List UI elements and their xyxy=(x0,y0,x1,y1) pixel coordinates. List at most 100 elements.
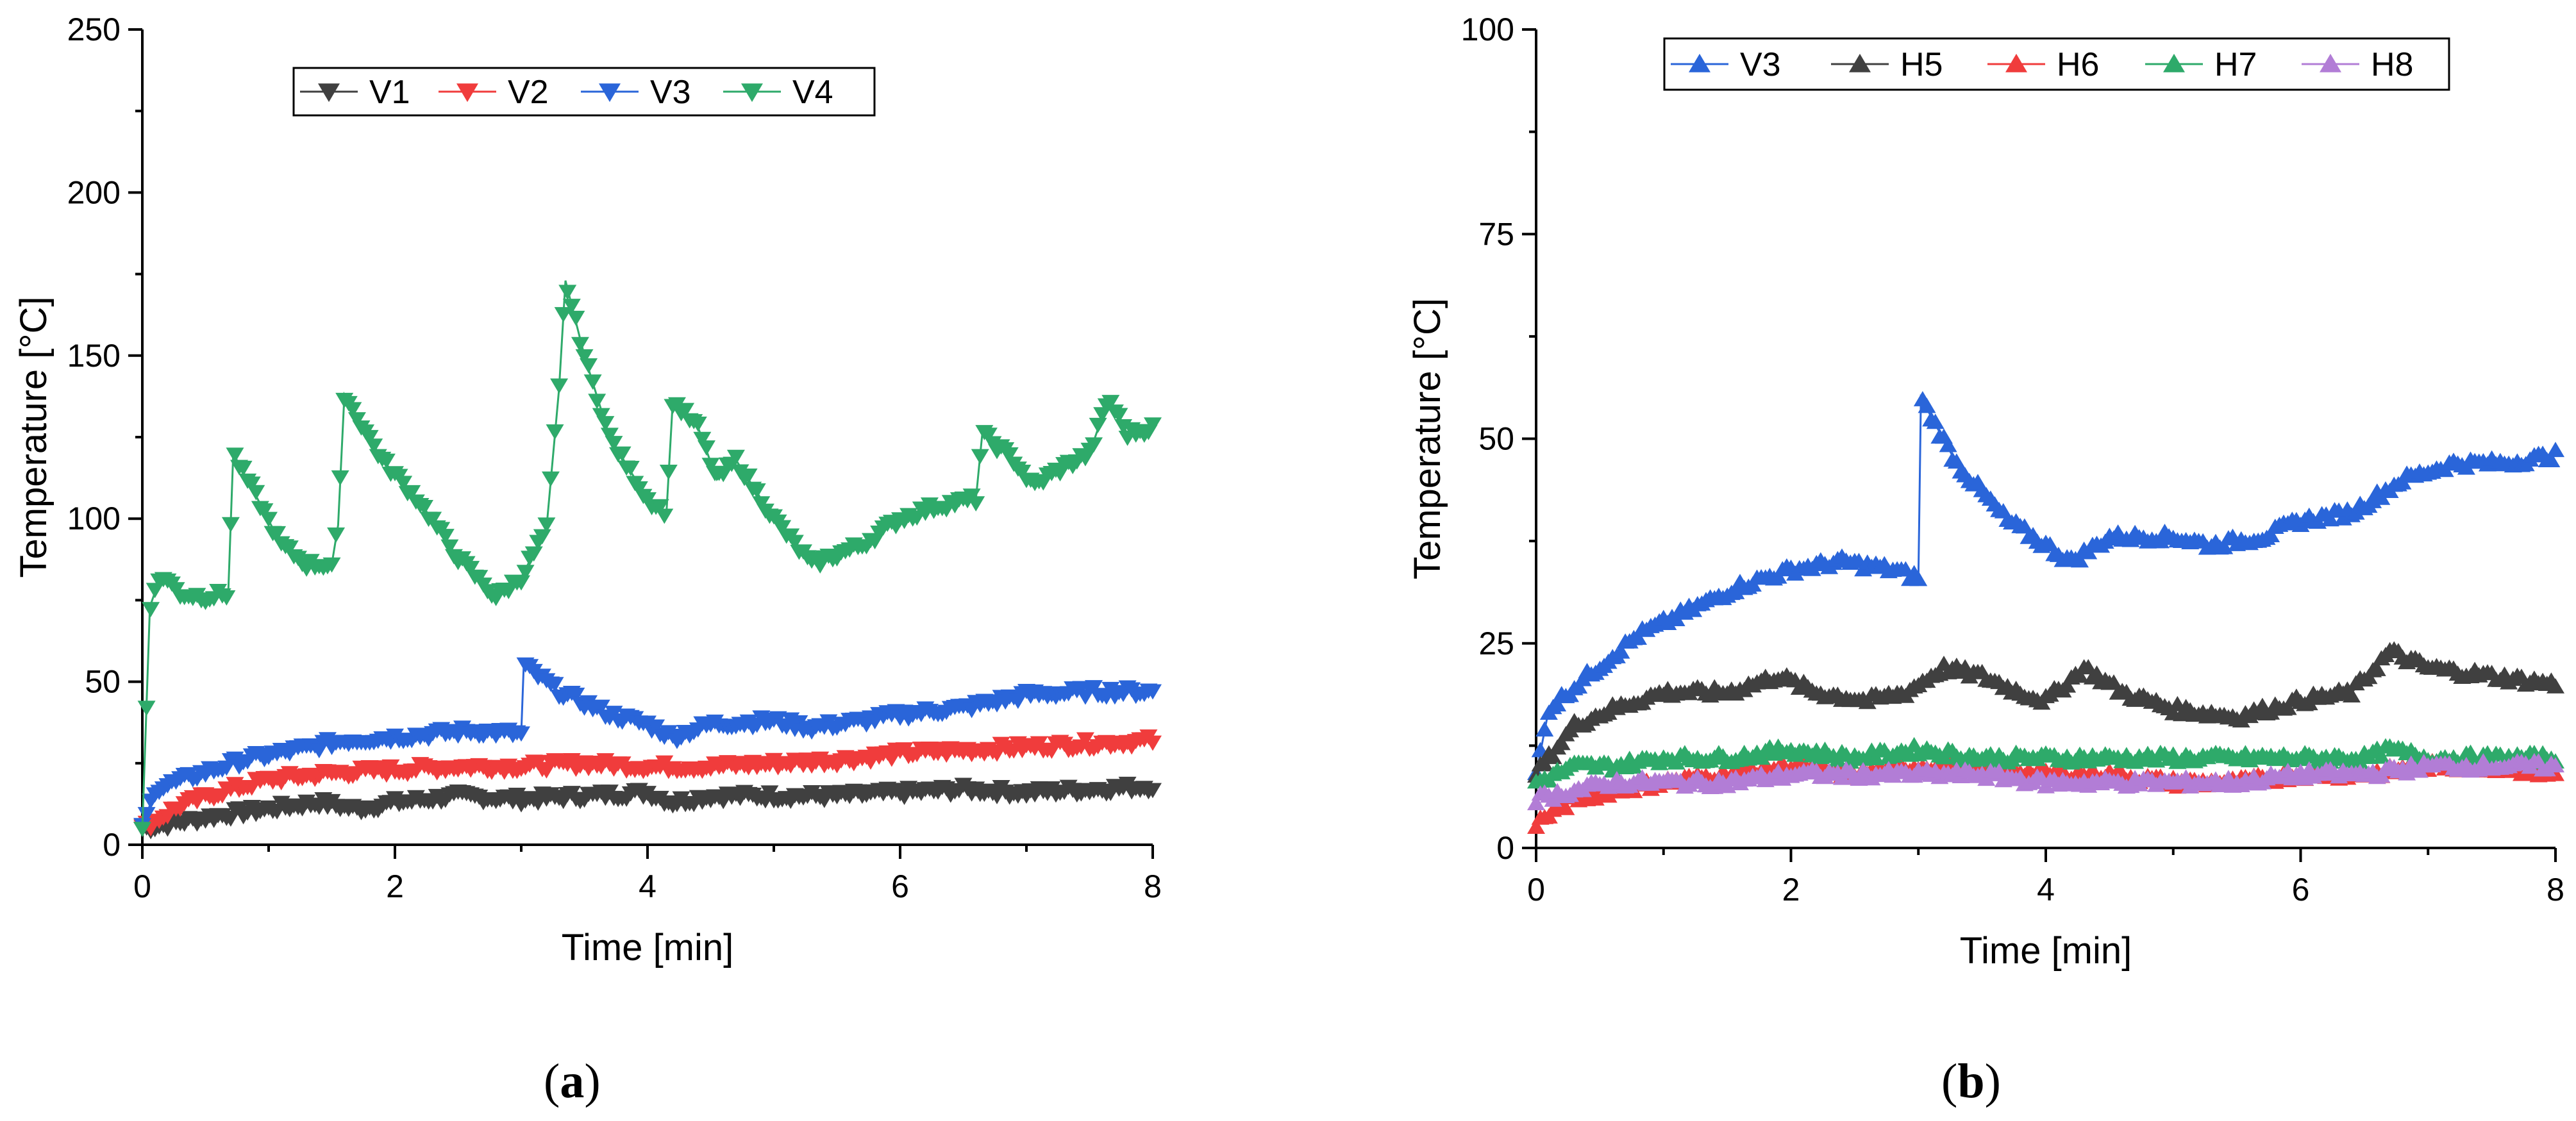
data-point xyxy=(667,397,686,413)
data-point xyxy=(1552,735,1571,751)
data-point xyxy=(1909,570,1928,586)
data-point xyxy=(360,429,379,445)
data-point xyxy=(1667,611,1685,626)
data-point xyxy=(550,378,569,394)
data-point xyxy=(655,508,674,524)
data-point xyxy=(137,701,156,717)
data-point xyxy=(785,535,804,551)
data-point xyxy=(583,374,602,390)
data-point xyxy=(221,517,240,533)
legend: V3 H5 H6 H7 H8 xyxy=(1663,37,2450,91)
data-point xyxy=(255,503,274,519)
y-tick-label: 25 xyxy=(1478,626,1514,661)
data-point xyxy=(2547,678,2564,693)
data-point xyxy=(365,438,383,454)
x-axis-title: Time [min] xyxy=(562,927,734,968)
data-point xyxy=(2262,527,2280,542)
data-point xyxy=(676,403,695,419)
legend-marker xyxy=(318,83,340,103)
x-tick-label: 0 xyxy=(133,868,151,904)
data-point xyxy=(226,447,244,463)
data-point xyxy=(537,517,556,533)
data-point xyxy=(580,358,598,374)
series-V4 xyxy=(133,280,1162,838)
y-tick-label: 0 xyxy=(103,827,121,863)
legend-marker xyxy=(456,83,478,103)
data-point xyxy=(1629,629,1647,645)
data-point xyxy=(567,687,585,703)
legend-label: H6 xyxy=(2057,46,2099,83)
data-point xyxy=(347,412,366,428)
data-point xyxy=(2321,511,2339,527)
series-V2 xyxy=(133,729,1162,837)
series-H7 xyxy=(1527,736,2564,789)
data-point xyxy=(327,527,346,543)
data-point xyxy=(1110,408,1128,424)
x-tick-label: 2 xyxy=(1782,872,1800,908)
data-point xyxy=(1544,749,1562,765)
data-point xyxy=(613,446,631,462)
data-point xyxy=(1000,447,1019,463)
data-point xyxy=(533,529,551,545)
data-point xyxy=(462,561,480,576)
data-point xyxy=(1939,436,1957,453)
data-point xyxy=(1599,704,1618,720)
data-point xyxy=(1013,465,1032,480)
data-point xyxy=(2411,762,2429,778)
data-point xyxy=(558,285,577,301)
x-tick-label: 4 xyxy=(639,868,657,904)
data-point xyxy=(748,483,766,499)
y-tick-label: 100 xyxy=(67,501,121,536)
legend-entry-V2: V2 xyxy=(439,74,549,111)
data-point xyxy=(2071,552,2089,568)
x-tick-label: 4 xyxy=(2037,872,2055,908)
data-point xyxy=(516,565,535,581)
legend-label: V3 xyxy=(650,74,691,111)
data-point xyxy=(773,520,792,536)
x-tick-label: 8 xyxy=(2547,872,2564,908)
y-tick-label: 50 xyxy=(85,664,121,700)
y-tick-label: 150 xyxy=(67,338,121,374)
data-point xyxy=(1918,397,1936,413)
data-point xyxy=(697,440,715,456)
y-tick-label: 50 xyxy=(1478,421,1514,457)
data-point xyxy=(1089,417,1107,433)
x-tick-label: 6 xyxy=(2292,872,2310,908)
data-point xyxy=(1144,684,1162,700)
x-tick-label: 0 xyxy=(1527,872,1545,908)
x-tick-label: 2 xyxy=(386,868,404,904)
y-tick-label: 75 xyxy=(1478,216,1514,252)
legend-marker xyxy=(1849,53,1871,72)
data-point xyxy=(575,349,594,365)
y-axis-title: Temperature [°C] xyxy=(13,296,54,577)
data-point xyxy=(344,402,362,418)
data-point xyxy=(242,476,261,492)
legend-entry-V1: V1 xyxy=(300,74,410,111)
data-point xyxy=(1561,722,1579,738)
legend-entry-V4: V4 xyxy=(723,74,833,111)
legend-marker xyxy=(2005,53,2027,72)
data-point xyxy=(524,546,543,562)
legend-marker xyxy=(2163,53,2185,72)
series-V1 xyxy=(133,776,1162,840)
data-point xyxy=(567,310,585,326)
data-point xyxy=(739,468,758,484)
legend-label: H7 xyxy=(2214,46,2257,83)
data-point xyxy=(1573,670,1592,686)
data-point xyxy=(1935,749,1953,765)
data-point xyxy=(596,416,615,431)
data-point xyxy=(790,715,808,731)
data-point xyxy=(142,602,160,618)
panel-label: (a) xyxy=(544,1054,601,1108)
data-point xyxy=(689,417,707,432)
legend-label: V1 xyxy=(369,74,410,111)
legend-label: V2 xyxy=(508,74,549,111)
data-point xyxy=(280,540,299,556)
data-point xyxy=(2279,699,2297,715)
data-point xyxy=(2262,704,2280,720)
series-H8 xyxy=(1527,752,2564,811)
x-tick-label: 8 xyxy=(1144,868,1162,904)
data-point xyxy=(1144,417,1162,433)
data-point xyxy=(436,529,455,544)
